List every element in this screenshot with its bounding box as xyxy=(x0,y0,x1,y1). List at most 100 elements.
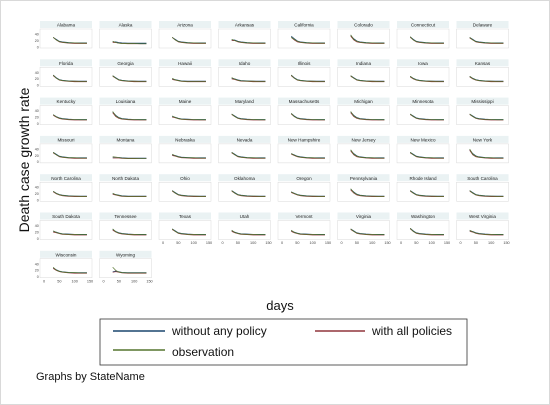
series-line-observation xyxy=(52,37,87,44)
panel-plot-area xyxy=(39,67,93,87)
y-tick-label: 40 xyxy=(35,224,39,228)
panel-plot-area xyxy=(218,220,271,240)
panel-strip xyxy=(218,174,271,182)
series-line-observation xyxy=(231,113,266,121)
panel-strip xyxy=(456,174,509,182)
panel-title: Montana xyxy=(117,138,135,143)
panel-pennsylvania: Pennsylvania xyxy=(337,174,390,202)
panel-florida: Florida 0 20 40 xyxy=(35,59,93,88)
panel-tennessee: Tennessee xyxy=(99,212,152,240)
x-tick-label: 50 xyxy=(176,241,180,245)
y-tick-label: 40 xyxy=(35,186,39,190)
panel-strip xyxy=(40,59,92,67)
panel-plot-area xyxy=(39,220,93,240)
panel-title: Utah xyxy=(240,214,250,219)
panel-plot-area xyxy=(218,105,271,125)
panel-south-carolina: South Carolina xyxy=(456,174,509,202)
x-tick-label: 0 xyxy=(162,241,164,245)
panel-colorado: Colorado xyxy=(337,21,390,49)
panel-rhode-island: Rhode Island xyxy=(396,174,450,202)
panel-plot-area xyxy=(337,67,390,87)
panel-title: Kansas xyxy=(475,61,491,66)
panel-strip xyxy=(159,21,211,28)
panel-connecticut: Connecticut xyxy=(396,21,450,49)
panel-title: Oregon xyxy=(296,176,312,181)
series-line-observation xyxy=(350,111,385,121)
panel-maryland: Maryland xyxy=(218,97,271,125)
panel-plot-area xyxy=(396,105,450,125)
panel-plot-area xyxy=(99,181,152,202)
panel-massachusetts: Massachusetts xyxy=(277,97,331,125)
panel-plot-area xyxy=(99,220,152,240)
series-line-observation xyxy=(112,192,147,197)
x-tick-label: 50 xyxy=(295,241,299,245)
panel-title: Nevada xyxy=(237,138,253,143)
panel-strip xyxy=(99,59,152,67)
series-line-observation xyxy=(112,228,147,236)
series-line-observation xyxy=(171,37,206,44)
panel-title: South Dakota xyxy=(52,214,80,219)
panel-title: Vermont xyxy=(295,214,313,219)
series-line-observation xyxy=(350,188,385,197)
x-tick-label: 150 xyxy=(384,241,390,245)
panel-kansas: Kansas xyxy=(456,59,509,87)
y-tick-label: 20 xyxy=(35,269,39,273)
series-line-observation xyxy=(409,76,444,82)
y-tick-label: 40 xyxy=(35,71,39,75)
panel-title: Arizona xyxy=(177,23,193,28)
series-line-observation xyxy=(291,153,325,159)
panel-plot-area xyxy=(277,105,331,125)
x-tick-label: 150 xyxy=(325,241,331,245)
panel-title: Florida xyxy=(59,61,73,66)
legend-box xyxy=(99,318,468,366)
panel-plot-area xyxy=(396,181,450,202)
series-line-observation xyxy=(291,191,325,197)
panel-title: Connecticut xyxy=(411,23,436,28)
panel-strip xyxy=(159,59,211,67)
series-line-observation xyxy=(52,190,87,197)
series-line-observation xyxy=(409,113,444,121)
panel-new-jersey: New Jersey xyxy=(337,135,390,164)
series-line-observation xyxy=(172,115,206,121)
panel-title: Tennessee xyxy=(114,214,137,219)
legend-label-without-policy: without any policy xyxy=(171,324,267,338)
panel-title: Wisconsin xyxy=(56,252,77,257)
panel-wisconsin: Wisconsin 0 20 40 0 50 100 150 xyxy=(35,250,93,283)
x-tick-label: 150 xyxy=(206,241,212,245)
y-tick-label: 0 xyxy=(37,275,39,279)
panel-title: Idaho xyxy=(239,61,251,66)
panel-plot-area xyxy=(277,143,331,164)
x-tick-label: 0 xyxy=(400,241,402,245)
panel-plot-area xyxy=(456,67,509,87)
series-line-observation xyxy=(112,156,147,160)
panel-title: New York xyxy=(473,138,493,143)
panel-west-virginia: West Virginia 0 50 100 150 xyxy=(456,212,510,245)
x-axis-label: days xyxy=(266,298,294,313)
panel-plot-area xyxy=(337,105,390,125)
panel-oregon: Oregon xyxy=(277,174,331,202)
series-line-observation xyxy=(172,153,206,159)
series-line-observation xyxy=(231,77,266,82)
series-line-observation xyxy=(112,40,147,45)
series-line-observation xyxy=(172,77,206,82)
panel-title: New Mexico xyxy=(410,138,435,143)
panel-title: Wyoming xyxy=(116,252,136,257)
panel-strip xyxy=(337,59,390,67)
panel-strip xyxy=(99,97,152,105)
y-tick-label: 0 xyxy=(37,122,39,126)
panel-strip xyxy=(99,174,152,182)
panel-plot-area xyxy=(99,105,152,125)
y-tick-label: 20 xyxy=(35,192,39,196)
legend-label-all-policies: with all policies xyxy=(371,324,452,338)
panel-title: Ohio xyxy=(180,176,190,181)
x-tick-label: 50 xyxy=(236,241,240,245)
panel-plot-area xyxy=(99,258,152,278)
y-tick-label: 20 xyxy=(35,230,39,234)
panel-title: Hawaii xyxy=(178,61,192,66)
x-tick-label: 100 xyxy=(428,241,434,245)
x-tick-label: 50 xyxy=(355,241,359,245)
panel-title: Kentucky xyxy=(57,99,77,104)
panel-strip xyxy=(278,174,330,182)
panel-title: Illinois xyxy=(298,61,311,66)
